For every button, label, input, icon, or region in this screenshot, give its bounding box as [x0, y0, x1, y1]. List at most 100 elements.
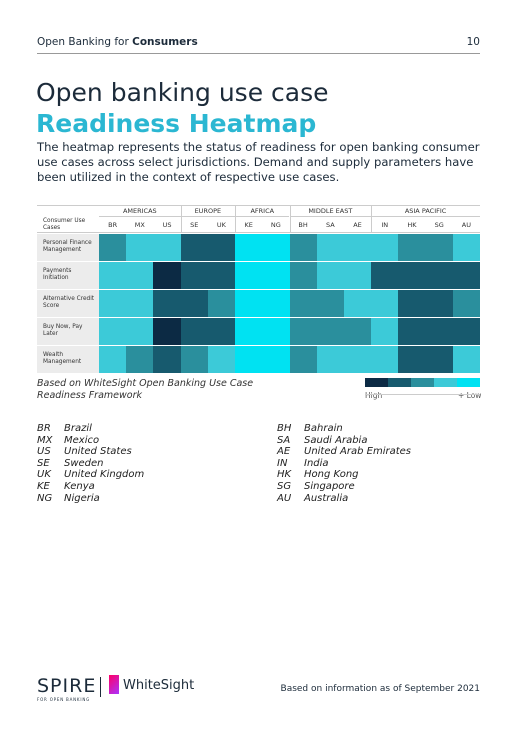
legend-rule [365, 394, 480, 395]
column-label: BR [108, 221, 118, 229]
column-label: IN [381, 221, 389, 229]
legend-swatch [434, 378, 457, 387]
abbr-name: Nigeria [64, 492, 100, 504]
column-label: UK [216, 221, 226, 229]
heat-cell [398, 234, 427, 261]
heat-cell [180, 318, 209, 345]
heat-cell [180, 290, 209, 317]
heat-cell [425, 262, 454, 289]
abbr-name: United Arab Emirates [304, 446, 412, 458]
heat-cell [425, 346, 454, 373]
header-rule [37, 232, 480, 233]
region-label: MIDDLE EAST [308, 207, 353, 215]
heat-cell [153, 262, 182, 289]
column-label: SE [190, 221, 199, 229]
heat-cell [126, 318, 154, 345]
heat-cell [371, 318, 399, 345]
heat-cell [99, 262, 127, 289]
heat-cell [371, 346, 399, 373]
region-rule [99, 216, 181, 217]
logo-divider [100, 677, 101, 697]
row-label-bg [37, 234, 99, 261]
header-bold: Consumers [132, 36, 198, 48]
heat-cell [316, 262, 345, 289]
footer-note: Based on information as of September 202… [280, 684, 480, 694]
header-section: Open Banking for Consumers [37, 36, 198, 48]
abbr-name: Mexico [64, 434, 100, 446]
abbr-name: Brazil [64, 423, 92, 434]
heat-cell [289, 234, 318, 261]
heat-cell [262, 318, 290, 345]
region-divider [235, 205, 237, 233]
row-label: Wealth Management [43, 352, 82, 365]
column-label: NG [270, 221, 281, 229]
abbr-code: SA [277, 434, 291, 446]
column-label: AE [353, 221, 362, 229]
header-rule [37, 53, 480, 54]
heat-cell [99, 318, 127, 345]
row-label: Buy Now, Pay Later [43, 324, 83, 337]
heat-cell [262, 346, 290, 373]
heat-cell [398, 318, 427, 345]
heat-cell [262, 262, 290, 289]
abbr-code: NG [37, 492, 53, 504]
heat-cell [343, 262, 372, 289]
abbr-code: IN [277, 457, 288, 469]
heat-cell [99, 346, 127, 373]
brand: WhiteSight [123, 678, 195, 693]
heat-cell [452, 346, 481, 373]
heat-cell [207, 262, 236, 289]
abbr-name: Singapore [304, 481, 355, 492]
heat-cell [207, 318, 236, 345]
heat-cell [235, 290, 263, 317]
header-text: Open Banking for [37, 36, 129, 48]
heat-cell [235, 318, 263, 345]
abbr-name: India [304, 457, 329, 469]
row-label-bg [37, 290, 99, 317]
abbr-name: Saudi Arabia [304, 434, 368, 446]
region-divider [180, 205, 182, 233]
heat-cell [126, 346, 154, 373]
page-number: 10 [466, 36, 480, 48]
heat-cell [235, 262, 263, 289]
heat-cell [425, 318, 454, 345]
row-label: Alternative Credit Score [43, 296, 95, 309]
region-label: AMERICAS [122, 207, 157, 215]
heat-cell [262, 290, 290, 317]
heat-cell [289, 290, 318, 317]
heat-cell [153, 318, 182, 345]
heat-cell [398, 346, 427, 373]
heat-cell [343, 346, 372, 373]
corner-label: Consumer Use Cases [43, 218, 86, 231]
heat-cell [343, 318, 372, 345]
region-rule [289, 216, 372, 217]
abbr-code: BH [277, 423, 292, 434]
legend-high: High [365, 391, 383, 400]
heat-cell [452, 290, 481, 317]
row-label-bg [37, 262, 99, 289]
abbr-code: SE [37, 457, 50, 469]
region-label: ASIA PACIFIC [404, 207, 447, 215]
intro: The heatmap represents the status of rea… [37, 140, 480, 184]
region-rule [180, 216, 236, 217]
heat-cell [180, 262, 209, 289]
abbr-name: Kenya [64, 481, 95, 492]
heat-cell [371, 290, 399, 317]
heat-cell [289, 346, 318, 373]
heat-cell [452, 262, 481, 289]
abbr-code: KE [37, 481, 50, 492]
heat-cell [343, 234, 372, 261]
heat-cell [126, 290, 154, 317]
column-label: US [162, 221, 172, 229]
heat-cell [153, 290, 182, 317]
column-label: AU [461, 221, 471, 229]
region-divider [289, 205, 291, 233]
column-label: SG [434, 221, 444, 229]
heat-cell [452, 318, 481, 345]
legend-swatch [365, 378, 388, 387]
heat-cell [99, 290, 127, 317]
heat-cell [316, 234, 345, 261]
header-rule [37, 205, 480, 206]
heat-cell [235, 346, 263, 373]
abbr-name: Hong Kong [304, 469, 359, 481]
